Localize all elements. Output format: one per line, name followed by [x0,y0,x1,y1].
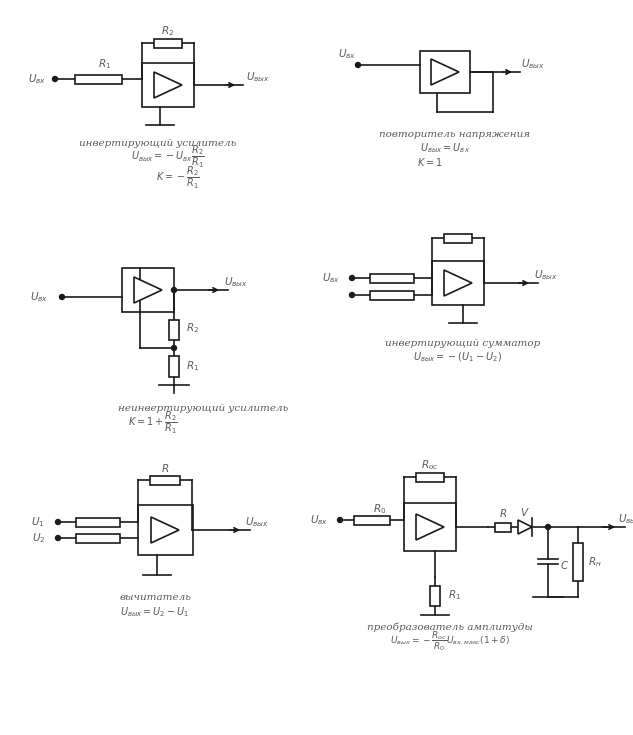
Text: $R_1$: $R_1$ [186,359,199,373]
Text: $U_{\it вых}$: $U_{\it вых}$ [224,275,248,289]
Text: $U_{\it вых}$: $U_{\it вых}$ [521,57,545,71]
Text: $R$: $R$ [161,462,169,474]
Polygon shape [134,277,162,303]
Polygon shape [518,520,532,534]
Circle shape [56,520,61,525]
Circle shape [349,293,354,298]
Circle shape [356,62,361,68]
Polygon shape [154,72,182,98]
Text: $U_{\it вых}=U_2-U_1$: $U_{\it вых}=U_2-U_1$ [120,605,189,619]
Text: вычитатель: вычитатель [120,593,192,603]
Bar [137,505,192,555]
Text: $R_1$: $R_1$ [448,588,461,602]
Text: $R_2$: $R_2$ [161,24,175,38]
Circle shape [53,76,58,82]
Bar [444,234,472,243]
Polygon shape [416,514,444,540]
Bar [76,517,120,526]
Bar [354,515,389,525]
Bar [432,261,484,305]
Text: $U_{\it вых}=-\dfrac{R_{ос}}{R_0}U_{\it вх.макс}(1+\delta)$: $U_{\it вых}=-\dfrac{R_{ос}}{R_0}U_{\it … [390,629,510,653]
Bar [573,542,583,581]
Text: $R_{ос}$: $R_{ос}$ [421,458,439,472]
Text: $U_{\it вых}=-(U_1-U_2)$: $U_{\it вых}=-(U_1-U_2)$ [413,350,503,364]
Text: $U_{\it вх}$: $U_{\it вх}$ [28,72,46,86]
Circle shape [172,345,177,351]
Text: $U_{\it вх}$: $U_{\it вх}$ [322,271,340,285]
Text: $U_2$: $U_2$ [32,531,45,545]
Text: преобразователь амплитуды: преобразователь амплитуды [367,623,533,632]
Text: $K=-\dfrac{R_2}{R_1}$: $K=-\dfrac{R_2}{R_1}$ [156,165,200,191]
Text: инвертирующий сумматор: инвертирующий сумматор [385,339,541,348]
Bar [169,356,179,376]
Text: неинвертирующий усилитель: неинвертирующий усилитель [118,404,288,412]
Bar [416,473,444,481]
Bar [430,586,440,606]
Text: $K=1$: $K=1$ [417,156,443,168]
Polygon shape [444,270,472,296]
Text: $U_{\it вх}$: $U_{\it вх}$ [30,290,48,304]
Circle shape [337,517,342,523]
Circle shape [172,287,177,293]
Text: $U_1$: $U_1$ [32,515,45,529]
Bar [142,63,194,107]
Text: $U_{\it вых}$: $U_{\it вых}$ [618,512,633,526]
Text: $U_{\it вых}=-U_{\it вх}\dfrac{R_2}{R_1}$: $U_{\it вых}=-U_{\it вх}\dfrac{R_2}{R_1}… [131,143,205,171]
Bar [370,273,414,282]
Text: $U_{\it вых}$: $U_{\it вых}$ [534,268,558,282]
Bar [76,534,120,542]
Text: $R_2$: $R_2$ [186,321,199,335]
Bar [404,503,456,551]
Bar [169,320,179,340]
Bar [495,523,511,531]
Text: $V$: $V$ [520,506,530,518]
Text: $K=1+\dfrac{R_2}{R_1}$: $K=1+\dfrac{R_2}{R_1}$ [128,409,178,437]
Text: $R_0$: $R_0$ [373,502,387,516]
Bar [420,51,470,93]
Text: $R$: $R$ [499,507,507,519]
Text: $U_{\it вых}$: $U_{\it вых}$ [245,515,269,529]
Bar [370,290,414,299]
Text: $R_1$: $R_1$ [98,57,111,71]
Bar [75,74,122,84]
Circle shape [60,295,65,299]
Text: $C$: $C$ [560,559,569,571]
Bar [150,476,180,484]
Text: $R_н$: $R_н$ [588,555,602,569]
Circle shape [546,525,551,529]
Text: $U_{\it вх}$: $U_{\it вх}$ [310,513,328,527]
Text: инвертирующий усилитель: инвертирующий усилитель [79,138,237,148]
Text: повторитель напряжения: повторитель напряжения [379,129,530,138]
Circle shape [56,536,61,540]
Polygon shape [431,59,459,85]
Text: $U_{\it вых}=U_{\it вх}$: $U_{\it вых}=U_{\it вх}$ [420,141,470,155]
Polygon shape [151,517,179,543]
Bar [122,268,174,312]
Text: $U_{\it вых}$: $U_{\it вых}$ [246,70,270,84]
Bar [154,38,182,48]
Circle shape [349,276,354,281]
Text: $U_{\it вх}$: $U_{\it вх}$ [338,47,356,61]
